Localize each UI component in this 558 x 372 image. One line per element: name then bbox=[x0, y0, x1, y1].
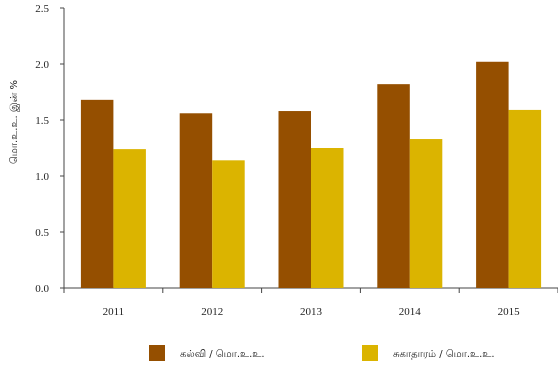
x-tick-label: 2015 bbox=[498, 306, 521, 318]
bar-2012-series-1 bbox=[179, 113, 213, 288]
legend-swatch-1 bbox=[149, 345, 165, 361]
bar-2015-series-1 bbox=[476, 61, 509, 289]
x-tick-label: 2011 bbox=[103, 306, 125, 318]
y-tick-label: 1.5 bbox=[35, 115, 49, 127]
bar-2013-series-1 bbox=[278, 111, 311, 288]
y-tick-label: 2.0 bbox=[35, 59, 49, 71]
bar-2015-series-2 bbox=[508, 109, 542, 288]
bar-2014-series-2 bbox=[409, 139, 443, 288]
bar-2011-series-1 bbox=[80, 99, 114, 288]
legend-label-1: கல்வி / மொ.உ.உ. bbox=[180, 349, 265, 360]
x-tick-label: 2014 bbox=[399, 306, 422, 318]
legend: கல்வி / மொ.உ.உ. சுகாதாரம் / மொ.உ.உ. bbox=[149, 345, 495, 361]
bars bbox=[80, 61, 542, 289]
y-axis-title: மொ.உ.உ. இன் % bbox=[9, 80, 20, 164]
legend-swatch-2 bbox=[362, 345, 378, 361]
x-tick-label: 2013 bbox=[300, 306, 323, 318]
x-tick-labels: 2011 2012 2013 2014 2015 bbox=[103, 306, 520, 318]
y-tick-label: 2.5 bbox=[35, 3, 49, 15]
x-tick-label: 2012 bbox=[201, 306, 223, 318]
legend-label-2: சுகாதாரம் / மொ.உ.உ. bbox=[393, 349, 495, 360]
bar-2011-series-2 bbox=[113, 149, 146, 288]
y-tick-label: 0.5 bbox=[35, 227, 49, 239]
bar-2012-series-2 bbox=[212, 160, 245, 288]
y-tick-label: 1.0 bbox=[35, 171, 49, 183]
y-tick-labels: 0.0 0.5 1.0 1.5 2.0 2.5 bbox=[35, 3, 49, 295]
bar-2014-series-1 bbox=[377, 84, 410, 288]
bar-2013-series-2 bbox=[311, 148, 344, 288]
y-tick-label: 0.0 bbox=[35, 283, 49, 295]
